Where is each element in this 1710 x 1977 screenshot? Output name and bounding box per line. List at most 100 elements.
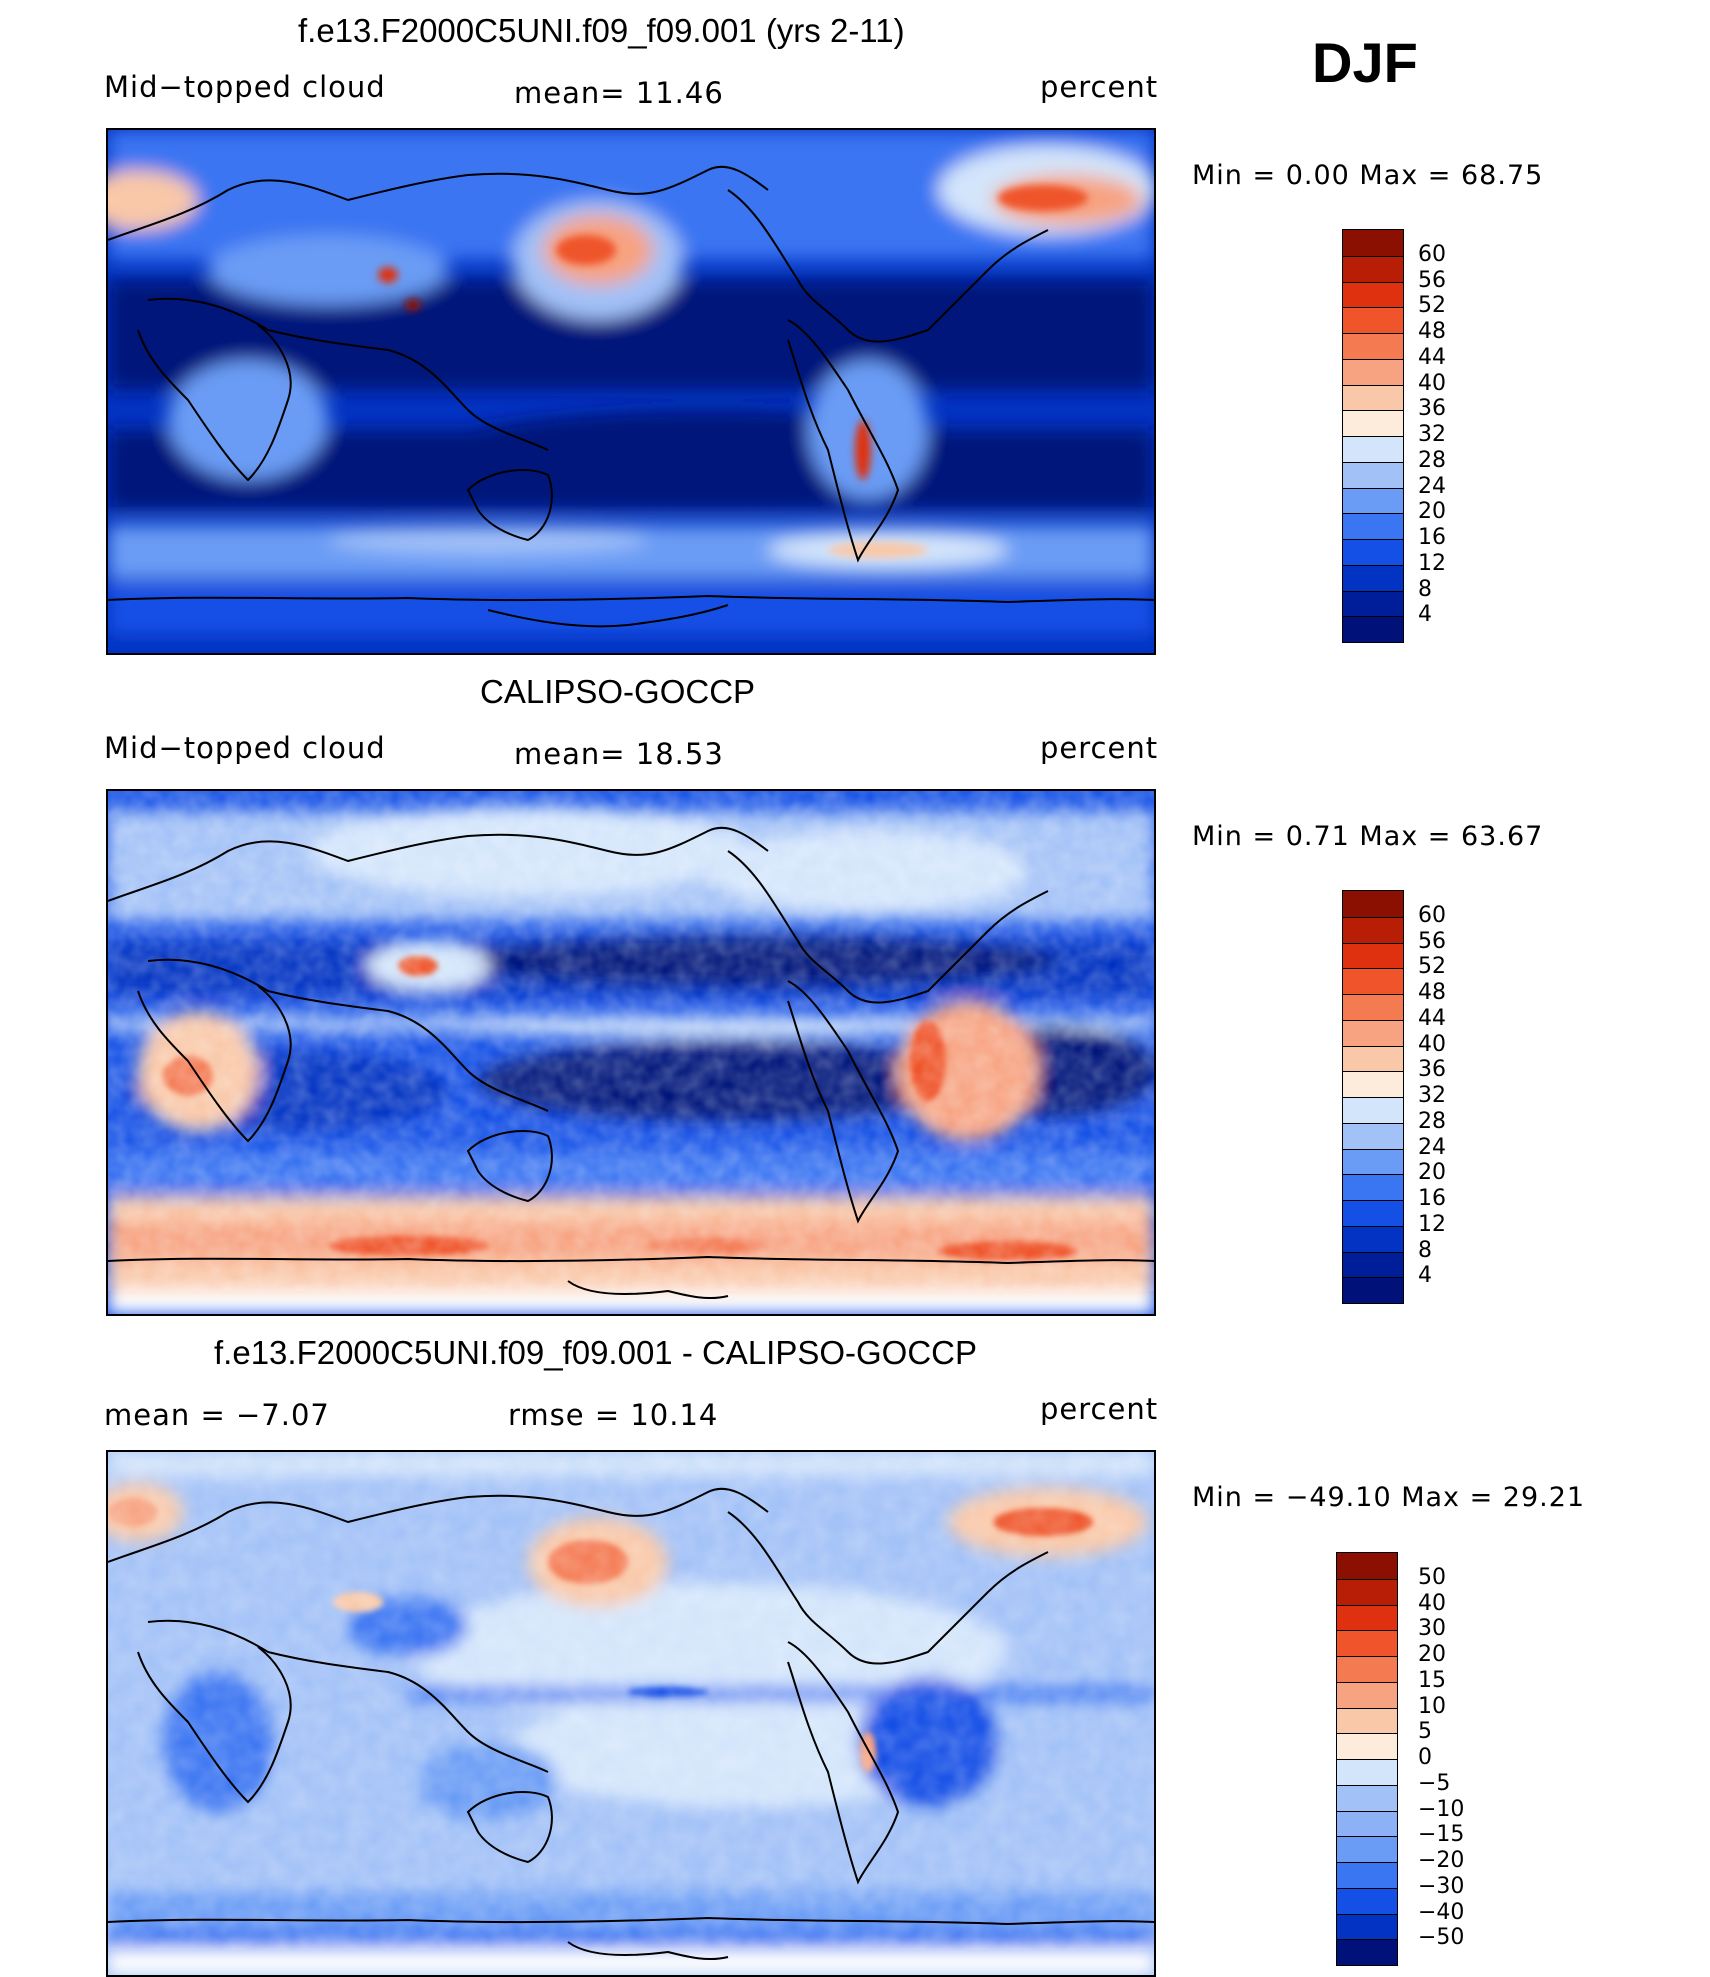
colorbar-tick-label: 28 bbox=[1418, 1108, 1446, 1134]
colorbar-swatch bbox=[1337, 1733, 1397, 1759]
panel-2-map bbox=[106, 789, 1156, 1316]
colorbar-tick-label: 10 bbox=[1418, 1693, 1446, 1719]
colorbar-tick-label: 32 bbox=[1418, 422, 1446, 447]
colorbar-swatch bbox=[1343, 436, 1403, 462]
colorbar-tick-label: 24 bbox=[1418, 473, 1446, 499]
colorbar-swatch bbox=[1337, 1759, 1397, 1785]
colorbar-tick-label: 36 bbox=[1418, 1057, 1446, 1083]
colorbar-swatch bbox=[1337, 1604, 1397, 1631]
panel-3-colorbar bbox=[1336, 1552, 1398, 1966]
colorbar-swatch bbox=[1337, 1887, 1397, 1914]
panel-2-title: CALIPSO-GOCCP bbox=[480, 673, 756, 710]
colorbar-swatch bbox=[1343, 384, 1403, 411]
colorbar-swatch bbox=[1337, 1681, 1397, 1708]
panel-1-units-label: percent bbox=[1040, 70, 1159, 104]
panel-3-units-label: percent bbox=[1040, 1392, 1159, 1426]
colorbar-swatch bbox=[1343, 916, 1403, 943]
colorbar-tick-label: 36 bbox=[1418, 396, 1446, 422]
colorbar-swatch bbox=[1343, 1122, 1403, 1149]
colorbar-swatch bbox=[1337, 1578, 1397, 1605]
colorbar-tick-label: 32 bbox=[1418, 1083, 1446, 1108]
colorbar-tick-label: 20 bbox=[1418, 499, 1446, 525]
colorbar-swatch bbox=[1343, 307, 1403, 333]
colorbar-tick-label: 15 bbox=[1418, 1667, 1446, 1693]
colorbar-swatch bbox=[1343, 1277, 1403, 1303]
colorbar-swatch bbox=[1343, 968, 1403, 994]
colorbar-swatch bbox=[1343, 1174, 1403, 1200]
panel-2-minmax: Min = 0.71 Max = 63.67 bbox=[1192, 821, 1544, 852]
colorbar-swatch bbox=[1337, 1553, 1397, 1579]
colorbar-swatch bbox=[1343, 255, 1403, 282]
colorbar-swatch bbox=[1343, 1019, 1403, 1046]
colorbar-swatch bbox=[1343, 358, 1403, 385]
colorbar-tick-label: 0 bbox=[1418, 1745, 1432, 1770]
colorbar-swatch bbox=[1337, 1656, 1397, 1682]
panel-3-rmse-label: rmse = 10.14 bbox=[508, 1398, 719, 1432]
colorbar-swatch bbox=[1337, 1707, 1397, 1734]
colorbar-swatch bbox=[1343, 539, 1403, 565]
colorbar-swatch bbox=[1343, 942, 1403, 969]
colorbar-tick-label: 12 bbox=[1418, 1211, 1446, 1237]
colorbar-tick-label: 44 bbox=[1418, 1005, 1446, 1031]
colorbar-tick-label: 52 bbox=[1418, 954, 1446, 980]
colorbar-tick-label: 40 bbox=[1418, 1031, 1446, 1057]
colorbar-swatch bbox=[1337, 1630, 1397, 1656]
colorbar-tick-label: 56 bbox=[1418, 928, 1446, 954]
colorbar-swatch bbox=[1343, 616, 1403, 642]
panel-1-variable-label: Mid−topped cloud bbox=[104, 70, 386, 104]
colorbar-tick-label: 12 bbox=[1418, 550, 1446, 576]
colorbar-tick-label: 4 bbox=[1418, 1263, 1432, 1289]
colorbar-swatch bbox=[1343, 461, 1403, 488]
colorbar-swatch bbox=[1337, 1810, 1397, 1837]
colorbar-swatch bbox=[1337, 1784, 1397, 1811]
colorbar-swatch bbox=[1337, 1913, 1397, 1940]
panel-3-map bbox=[106, 1450, 1156, 1977]
colorbar-swatch bbox=[1343, 1200, 1403, 1226]
colorbar-swatch bbox=[1337, 1939, 1397, 1965]
panel-2-colorbar bbox=[1342, 890, 1404, 1304]
colorbar-tick-label: 16 bbox=[1418, 525, 1446, 550]
colorbar-tick-label: 4 bbox=[1418, 602, 1432, 628]
colorbar-swatch bbox=[1343, 230, 1403, 256]
panel-3-minmax: Min = −49.10 Max = 29.21 bbox=[1192, 1482, 1586, 1513]
colorbar-swatch bbox=[1343, 281, 1403, 308]
colorbar-tick-label: −30 bbox=[1418, 1873, 1465, 1899]
colorbar-swatch bbox=[1343, 333, 1403, 359]
panel-1-title: f.e13.F2000C5UNI.f09_f09.001 (yrs 2-11) bbox=[298, 12, 905, 49]
colorbar-tick-label: 20 bbox=[1418, 1642, 1446, 1667]
colorbar-swatch bbox=[1343, 1251, 1403, 1278]
panel-1-map bbox=[106, 128, 1156, 655]
colorbar-swatch bbox=[1343, 994, 1403, 1020]
colorbar-tick-label: 5 bbox=[1418, 1719, 1432, 1745]
colorbar-swatch bbox=[1337, 1862, 1397, 1888]
panel-1-minmax: Min = 0.00 Max = 68.75 bbox=[1192, 160, 1544, 191]
colorbar-swatch bbox=[1343, 1045, 1403, 1072]
colorbar-tick-label: −20 bbox=[1418, 1848, 1465, 1873]
colorbar-tick-label: 48 bbox=[1418, 980, 1446, 1005]
colorbar-swatch bbox=[1343, 513, 1403, 539]
colorbar-tick-label: 44 bbox=[1418, 344, 1446, 370]
colorbar-swatch bbox=[1343, 1148, 1403, 1175]
colorbar-tick-label: −10 bbox=[1418, 1796, 1465, 1822]
colorbar-tick-label: 28 bbox=[1418, 447, 1446, 473]
colorbar-tick-label: 30 bbox=[1418, 1616, 1446, 1642]
colorbar-tick-label: 40 bbox=[1418, 370, 1446, 396]
colorbar-tick-label: 50 bbox=[1418, 1564, 1446, 1590]
panel-3-mean-label: mean = −7.07 bbox=[104, 1398, 330, 1432]
colorbar-tick-label: 52 bbox=[1418, 293, 1446, 319]
colorbar-swatch bbox=[1343, 891, 1403, 917]
colorbar-swatch bbox=[1343, 487, 1403, 514]
panel-2-variable-label: Mid−topped cloud bbox=[104, 731, 386, 765]
panel-3-title: f.e13.F2000C5UNI.f09_f09.001 - CALIPSO-G… bbox=[214, 1334, 978, 1371]
colorbar-tick-label: 60 bbox=[1418, 241, 1446, 267]
colorbar-tick-label: 56 bbox=[1418, 267, 1446, 293]
colorbar-tick-label: 20 bbox=[1418, 1160, 1446, 1186]
colorbar-swatch bbox=[1343, 1097, 1403, 1123]
panel-1-mean-label: mean= 11.46 bbox=[514, 76, 724, 110]
colorbar-swatch bbox=[1343, 1225, 1403, 1252]
colorbar-tick-label: 8 bbox=[1418, 1237, 1432, 1263]
colorbar-tick-label: −50 bbox=[1418, 1925, 1465, 1951]
colorbar-swatch bbox=[1343, 590, 1403, 617]
colorbar-tick-label: 48 bbox=[1418, 319, 1446, 344]
panel-2-units-label: percent bbox=[1040, 731, 1159, 765]
